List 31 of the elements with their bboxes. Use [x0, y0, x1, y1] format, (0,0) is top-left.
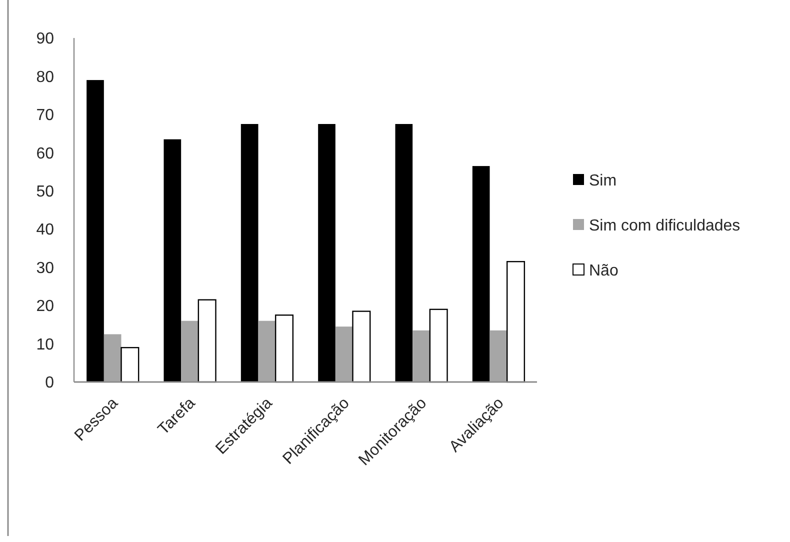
- y-tick-label: 30: [36, 260, 54, 277]
- legend-label: Sim: [589, 172, 617, 190]
- bar: [429, 308, 448, 383]
- bar: [86, 80, 104, 382]
- y-tick-label: 50: [36, 183, 54, 200]
- bar: [490, 330, 508, 382]
- bar: [395, 124, 413, 382]
- bar: [274, 314, 294, 383]
- bar: [412, 330, 430, 382]
- legend-label: Não: [589, 262, 618, 280]
- bar: [352, 310, 371, 383]
- bar: [120, 347, 140, 383]
- bar: [472, 166, 490, 382]
- bar: [258, 320, 276, 382]
- y-tick-label: 40: [36, 222, 54, 239]
- bar: [240, 124, 258, 382]
- y-tick-label: 0: [45, 374, 54, 392]
- y-tick-label: 20: [36, 298, 54, 316]
- y-tick-label: 90: [36, 30, 54, 48]
- bar: [198, 299, 216, 383]
- bar: [104, 334, 122, 382]
- bar: [506, 261, 526, 383]
- y-tick-label: 10: [36, 336, 54, 354]
- y-tick-label: 70: [36, 107, 54, 124]
- y-tick-label: 80: [36, 68, 54, 86]
- y-tick-label: 60: [36, 145, 54, 162]
- bar: [318, 124, 336, 382]
- bar: [164, 139, 182, 382]
- legend-label: Sim com dificuldades: [589, 218, 740, 235]
- bar: [335, 326, 353, 382]
- bar: [181, 320, 198, 382]
